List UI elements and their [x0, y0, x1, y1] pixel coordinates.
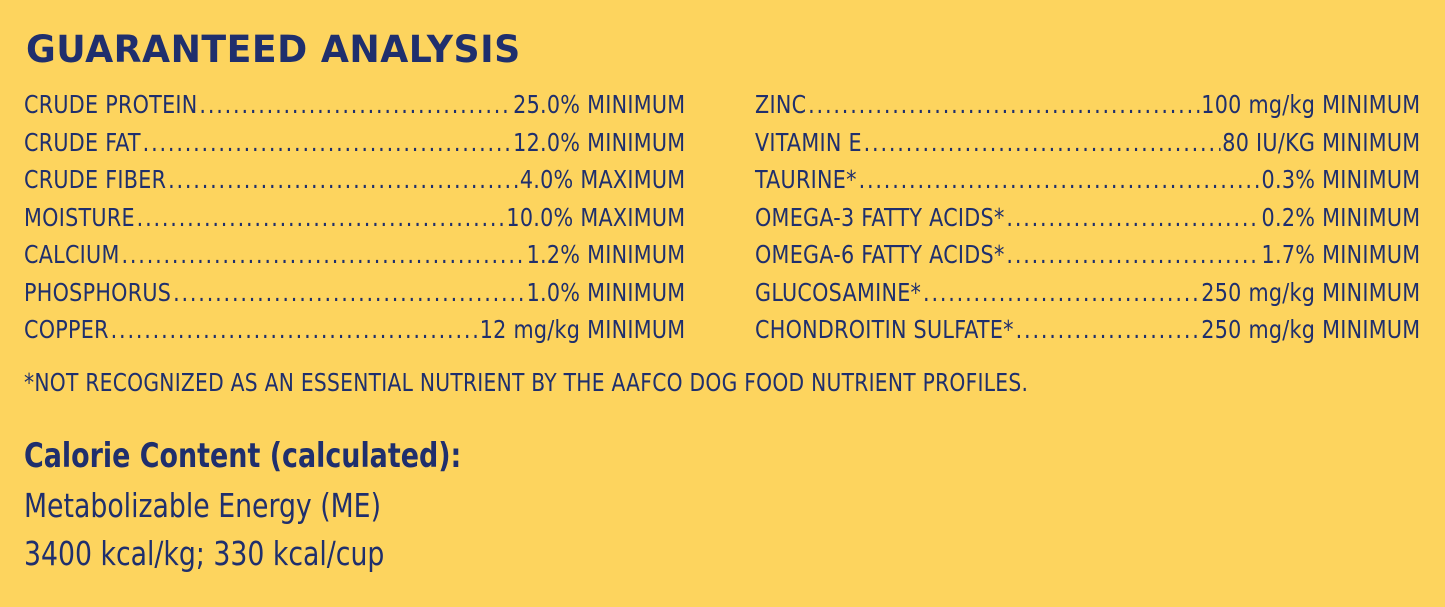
dot-leader	[121, 236, 524, 274]
dot-leader	[1006, 236, 1259, 274]
nutrient-value: 250 mg/kg MINIMUM	[1201, 277, 1421, 307]
analysis-row: COPPER 12 mg/kg MINIMUM	[24, 311, 685, 349]
analysis-row: CRUDE FAT 12.0% MINIMUM	[24, 124, 685, 162]
calorie-heading: Calorie Content (calculated):	[24, 436, 462, 476]
nutrient-name: VITAMIN E	[755, 127, 862, 157]
dot-leader	[143, 124, 512, 162]
analysis-column-right: ZINC 100 mg/kg MINIMUM VITAMIN E 80 IU/KG …	[755, 86, 1421, 349]
nutrient-name: CRUDE FIBER	[24, 165, 167, 194]
nutrient-name: ZINC	[755, 90, 807, 119]
analysis-row: VITAMIN E 80 IU/KG MINIMUM	[755, 124, 1420, 162]
analysis-row: CALCIUM 1.2% MINIMUM	[24, 236, 685, 274]
calorie-line-values: 3400 kcal/kg; 330 kcal/cup	[24, 534, 385, 573]
nutrient-value: 1.0% MINIMUM	[526, 277, 686, 307]
nutrient-name: GLUCOSAMINE*	[755, 277, 922, 307]
nutrient-value: 1.7% MINIMUM	[1261, 240, 1421, 269]
nutrient-name: TAURINE*	[755, 165, 857, 194]
nutrient-name: OMEGA-6 FATTY ACIDS*	[755, 240, 1005, 269]
nutrient-name: PHOSPHORUS	[24, 277, 172, 307]
nutrient-value: 100 mg/kg MINIMUM	[1201, 90, 1421, 119]
aafco-footnote: *NOT RECOGNIZED AS AN ESSENTIAL NUTRIENT…	[24, 368, 1029, 397]
analysis-row: GLUCOSAMINE* 250 mg/kg MINIMUM	[755, 274, 1420, 312]
nutrient-value: 12.0% MINIMUM	[513, 127, 686, 157]
dot-leader	[808, 86, 1199, 124]
nutrient-name: CRUDE PROTEIN	[24, 90, 198, 119]
nutrient-name: OMEGA-3 FATTY ACIDS*	[755, 202, 1005, 232]
nutrient-value: 10.0% MAXIMUM	[506, 202, 686, 232]
nutrient-value: 0.2% MINIMUM	[1261, 202, 1421, 232]
analysis-row: CRUDE FIBER 4.0% MAXIMUM	[24, 161, 685, 199]
dot-leader	[1006, 199, 1259, 237]
analysis-row: TAURINE* 0.3% MINIMUM	[755, 161, 1420, 199]
analysis-row: PHOSPHORUS 1.0% MINIMUM	[24, 274, 685, 312]
dot-leader	[923, 274, 1199, 312]
analysis-row: MOISTURE 10.0% MAXIMUM	[24, 199, 685, 237]
nutrient-value: 80 IU/KG MINIMUM	[1222, 127, 1421, 157]
dot-leader	[1016, 311, 1200, 349]
nutrient-value: 250 mg/kg MINIMUM	[1201, 315, 1421, 344]
section-title: GUARANTEED ANALYSIS	[26, 28, 521, 71]
nutrient-value: 12 mg/kg MINIMUM	[479, 315, 686, 344]
analysis-row: ZINC 100 mg/kg MINIMUM	[755, 86, 1420, 124]
calorie-line-energy: Metabolizable Energy (ME)	[24, 486, 382, 525]
dot-leader	[173, 274, 525, 312]
dot-leader	[199, 86, 511, 124]
dot-leader	[859, 161, 1260, 199]
analysis-row: CRUDE PROTEIN 25.0% MINIMUM	[24, 86, 685, 124]
analysis-row: CHONDROITIN SULFATE* 250 mg/kg MINIMUM	[755, 311, 1420, 349]
nutrient-value: 1.2% MINIMUM	[526, 240, 686, 269]
dot-leader	[111, 311, 478, 349]
nutrient-value: 25.0% MINIMUM	[513, 90, 686, 119]
nutrient-name: CALCIUM	[24, 240, 120, 269]
analysis-row: OMEGA-6 FATTY ACIDS* 1.7% MINIMUM	[755, 236, 1420, 274]
nutrient-name: MOISTURE	[24, 202, 135, 232]
nutrient-value: 4.0% MAXIMUM	[519, 165, 686, 194]
nutrient-name: CHONDROITIN SULFATE*	[755, 315, 1014, 344]
analysis-row: OMEGA-3 FATTY ACIDS* 0.2% MINIMUM	[755, 199, 1420, 237]
nutrient-name: COPPER	[24, 315, 109, 344]
dot-leader	[168, 161, 518, 199]
nutrient-name: CRUDE FAT	[24, 127, 141, 157]
dot-leader	[137, 199, 505, 237]
analysis-column-left: CRUDE PROTEIN 25.0% MINIMUM CRUDE FAT 12.0…	[24, 86, 686, 349]
nutrient-value: 0.3% MINIMUM	[1261, 165, 1421, 194]
dot-leader	[864, 124, 1221, 162]
